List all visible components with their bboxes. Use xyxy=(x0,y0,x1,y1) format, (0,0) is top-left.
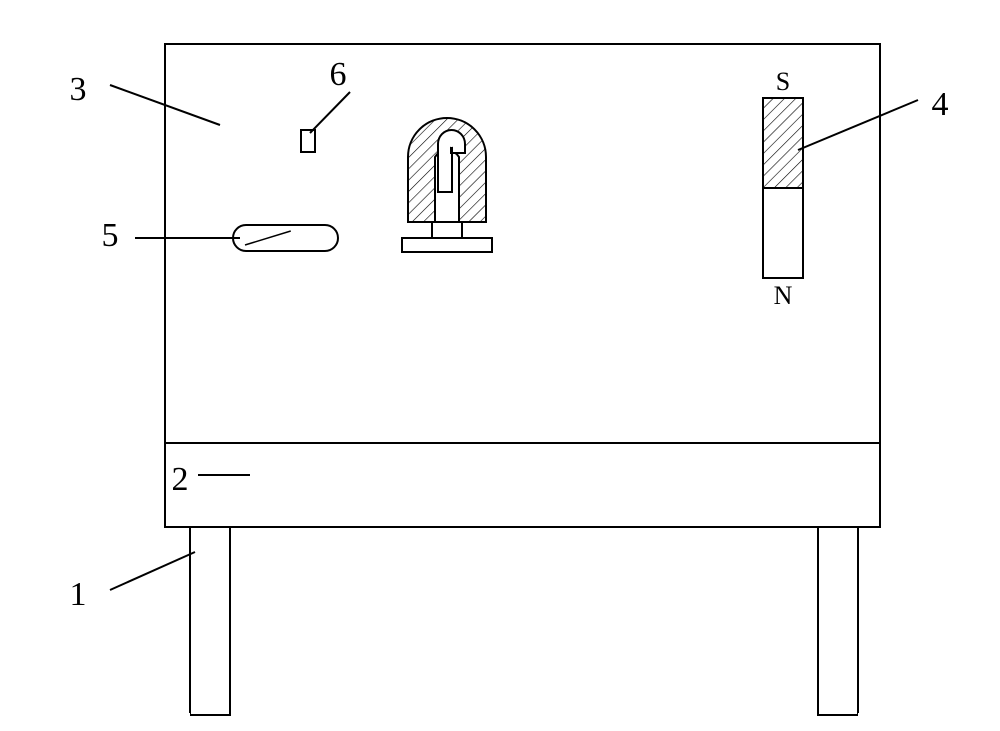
callout-label-4: 4 xyxy=(932,86,949,123)
leg-left xyxy=(190,527,230,715)
magnet-n-label: N xyxy=(774,281,793,310)
callout-label-3: 3 xyxy=(70,71,87,108)
callout-line-4 xyxy=(798,100,918,150)
compass-body xyxy=(233,225,338,251)
horseshoe-stand xyxy=(432,222,462,238)
callout-label-1: 1 xyxy=(70,576,87,613)
callout-line-6 xyxy=(310,92,350,133)
magnet-top xyxy=(763,98,803,188)
leg-right xyxy=(818,527,858,715)
diagram-canvas: S N 1 2 3 4 5 6 xyxy=(0,0,1000,731)
callout-label-6: 6 xyxy=(330,56,347,93)
callout-label-5: 5 xyxy=(102,217,119,254)
small-block xyxy=(301,130,315,152)
horseshoe-base xyxy=(402,238,492,252)
callout-line-1 xyxy=(110,552,195,590)
magnet-bottom xyxy=(763,188,803,278)
callout-label-2: 2 xyxy=(172,461,189,498)
magnet-s-label: S xyxy=(776,67,790,96)
